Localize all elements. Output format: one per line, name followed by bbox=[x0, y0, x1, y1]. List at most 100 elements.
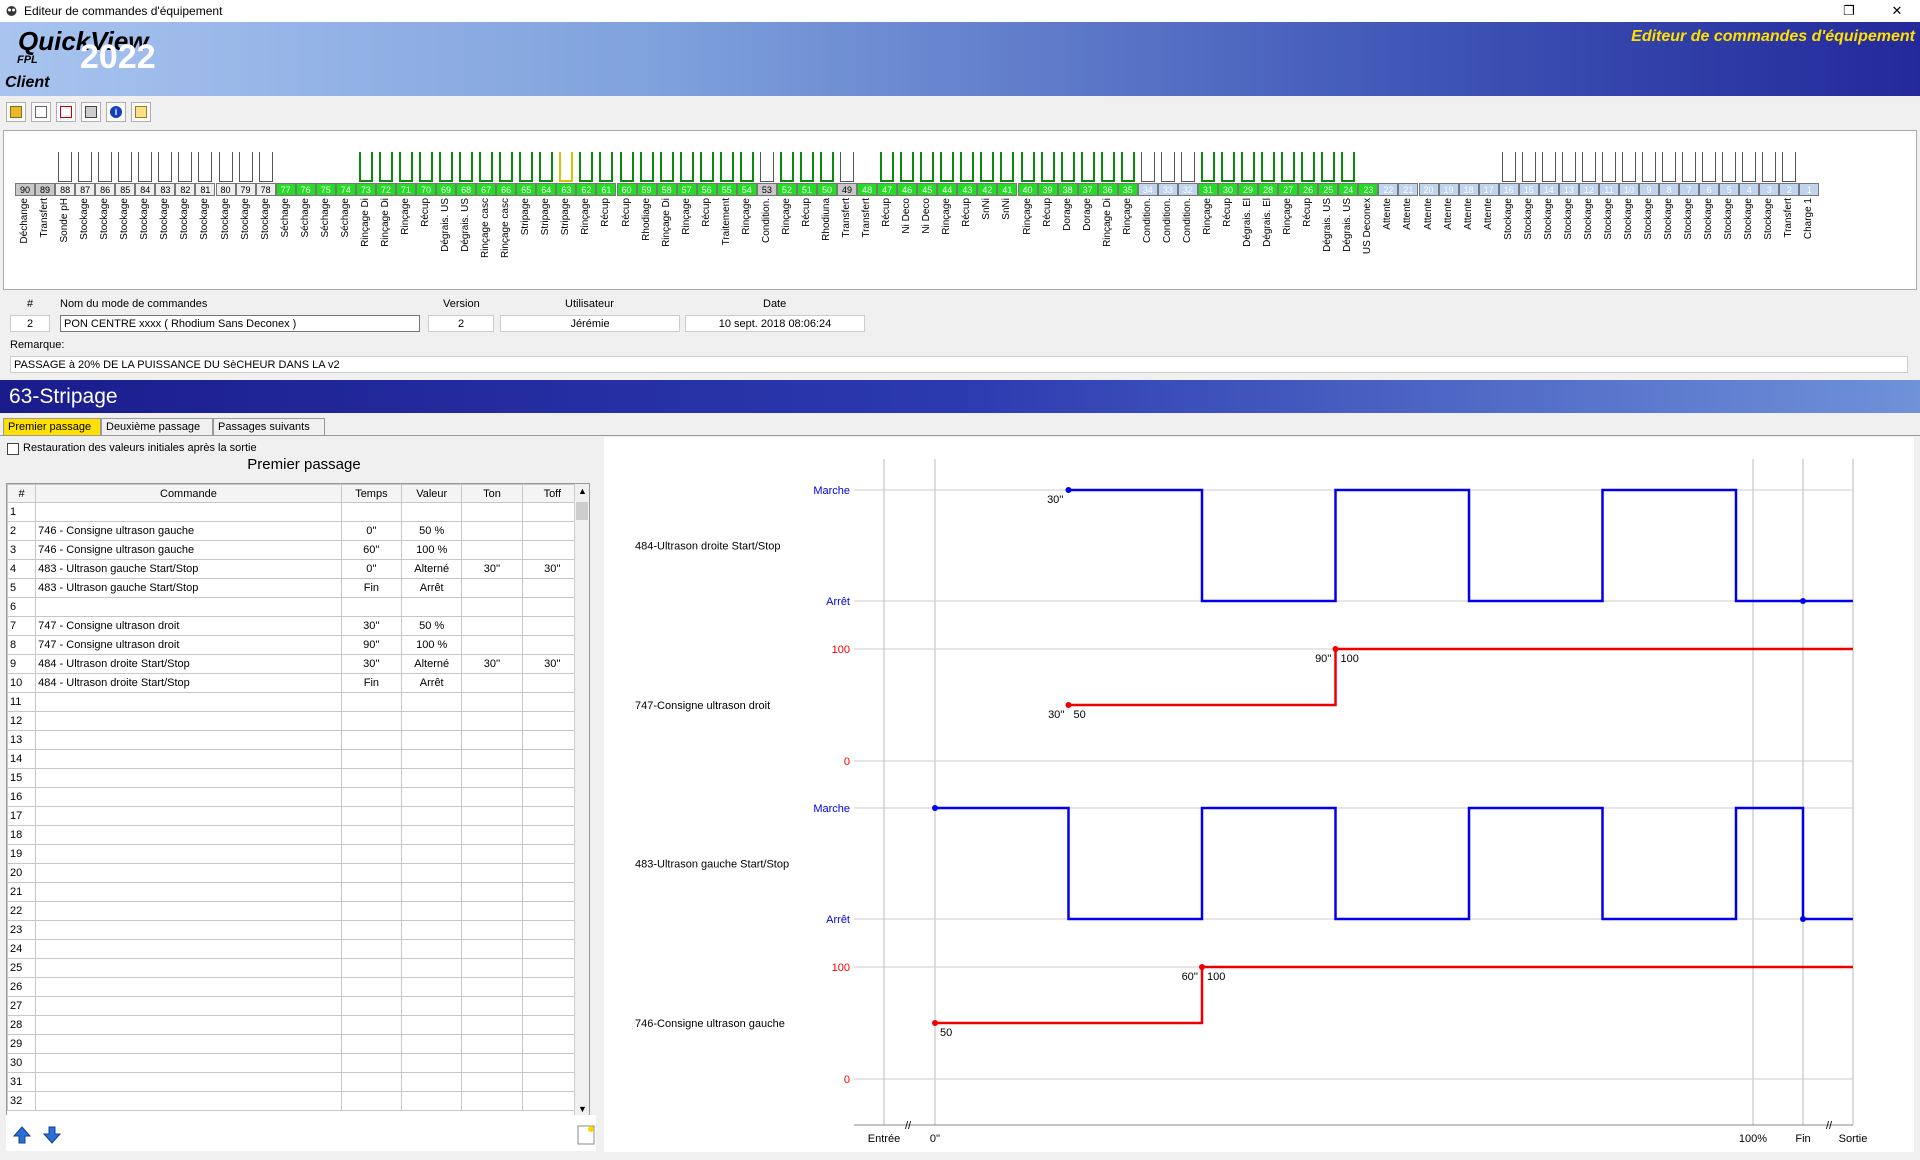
table-row[interactable]: 7 747 - Consigne ultrason droit 30'' 50 % bbox=[7, 616, 584, 636]
tank-68[interactable]: 68 Dégrais. US bbox=[456, 131, 477, 289]
table-cell[interactable]: 30'' bbox=[461, 654, 523, 674]
table-cell[interactable] bbox=[340, 825, 403, 845]
table-cell[interactable]: 100 % bbox=[401, 540, 463, 560]
table-cell[interactable] bbox=[461, 844, 523, 864]
table-cell[interactable]: 100 % bbox=[401, 635, 463, 655]
table-cell[interactable] bbox=[401, 1015, 463, 1035]
table-cell[interactable] bbox=[340, 1053, 403, 1073]
tank-81[interactable]: 81 Stockage bbox=[195, 131, 216, 289]
table-cell[interactable]: 30'' bbox=[340, 616, 403, 636]
tank-4[interactable]: 4 Stockage bbox=[1739, 131, 1760, 289]
table-cell[interactable]: 1 bbox=[7, 502, 37, 522]
table-row[interactable]: 8 747 - Consigne ultrason droit 90'' 100 % bbox=[7, 635, 584, 655]
table-cell[interactable] bbox=[340, 939, 403, 959]
scroll-thumb[interactable] bbox=[576, 502, 588, 520]
table-cell[interactable] bbox=[401, 502, 463, 522]
remark-input[interactable]: PASSAGE à 20% DE LA PUISSANCE DU SèCHEUR… bbox=[10, 356, 1908, 373]
tank-67[interactable]: 67 Rinçage casc bbox=[476, 131, 497, 289]
tank-71[interactable]: 71 Rinçage bbox=[395, 131, 416, 289]
table-row[interactable]: 30 bbox=[7, 1053, 584, 1073]
tank-60[interactable]: 60 Récup bbox=[616, 131, 637, 289]
table-cell[interactable] bbox=[461, 1072, 523, 1092]
table-cell[interactable] bbox=[401, 711, 463, 731]
table-cell[interactable]: 9 bbox=[7, 654, 37, 674]
table-row[interactable]: 12 bbox=[7, 711, 584, 731]
table-row[interactable]: 13 bbox=[7, 730, 584, 750]
table-cell[interactable] bbox=[401, 806, 463, 826]
table-cell[interactable] bbox=[401, 749, 463, 769]
table-cell[interactable] bbox=[35, 768, 342, 788]
restore-checkbox[interactable] bbox=[7, 443, 19, 455]
table-cell[interactable]: 13 bbox=[7, 730, 37, 750]
table-cell[interactable] bbox=[35, 825, 342, 845]
table-cell[interactable] bbox=[401, 920, 463, 940]
table-cell[interactable] bbox=[401, 787, 463, 807]
table-cell[interactable] bbox=[35, 1053, 342, 1073]
table-cell[interactable] bbox=[461, 730, 523, 750]
table-row[interactable]: 6 bbox=[7, 597, 584, 617]
table-cell[interactable]: 5 bbox=[7, 578, 37, 598]
table-cell[interactable] bbox=[340, 597, 403, 617]
table-cell[interactable]: Arrêt bbox=[401, 578, 463, 598]
tank-38[interactable]: 38 Dorage bbox=[1057, 131, 1078, 289]
table-cell[interactable] bbox=[401, 768, 463, 788]
table-cell[interactable] bbox=[340, 502, 403, 522]
new-button[interactable] bbox=[31, 102, 51, 122]
table-cell[interactable] bbox=[35, 844, 342, 864]
tank-20[interactable]: 20 Attente bbox=[1418, 131, 1439, 289]
table-cell[interactable] bbox=[401, 1072, 463, 1092]
table-cell[interactable]: Alterné bbox=[401, 559, 463, 579]
tank-33[interactable]: 33 Condition. bbox=[1157, 131, 1178, 289]
table-cell[interactable] bbox=[461, 749, 523, 769]
tank-11[interactable]: 11 Stockage bbox=[1598, 131, 1619, 289]
table-cell[interactable] bbox=[340, 977, 403, 997]
table-cell[interactable] bbox=[461, 920, 523, 940]
table-cell[interactable] bbox=[401, 692, 463, 712]
table-cell[interactable] bbox=[340, 863, 403, 883]
properties-button[interactable] bbox=[131, 102, 151, 122]
tank-35[interactable]: 35 Rinçage bbox=[1117, 131, 1138, 289]
column-header[interactable]: Temps bbox=[340, 484, 403, 503]
tank-19[interactable]: 19 Attente bbox=[1438, 131, 1459, 289]
table-cell[interactable]: 22 bbox=[7, 901, 37, 921]
tank-28[interactable]: 28 Dégrais. El bbox=[1258, 131, 1279, 289]
table-row[interactable]: 15 bbox=[7, 768, 584, 788]
tank-46[interactable]: 46 Ni Deco bbox=[897, 131, 918, 289]
tank-78[interactable]: 78 Stockage bbox=[255, 131, 276, 289]
table-cell[interactable] bbox=[401, 1034, 463, 1054]
table-row[interactable]: 23 bbox=[7, 920, 584, 940]
table-cell[interactable]: 16 bbox=[7, 787, 37, 807]
tank-72[interactable]: 72 Rinçage Di bbox=[375, 131, 396, 289]
tank-59[interactable]: 59 Rhodiage bbox=[636, 131, 657, 289]
tank-9[interactable]: 9 Stockage bbox=[1639, 131, 1660, 289]
close-button[interactable]: ✕ bbox=[1874, 0, 1920, 22]
table-cell[interactable] bbox=[340, 711, 403, 731]
table-cell[interactable] bbox=[461, 863, 523, 883]
table-cell[interactable] bbox=[401, 939, 463, 959]
column-header[interactable]: # bbox=[7, 484, 37, 503]
table-cell[interactable] bbox=[35, 920, 342, 940]
table-cell[interactable] bbox=[35, 502, 342, 522]
tank-5[interactable]: 5 Stockage bbox=[1719, 131, 1740, 289]
tank-18[interactable]: 18 Attente bbox=[1458, 131, 1479, 289]
table-cell[interactable] bbox=[340, 958, 403, 978]
table-cell[interactable]: 50 % bbox=[401, 616, 463, 636]
table-cell[interactable]: 483 - Ultrason gauche Start/Stop bbox=[35, 559, 342, 579]
tank-41[interactable]: 41 SnNi bbox=[997, 131, 1018, 289]
table-cell[interactable] bbox=[35, 863, 342, 883]
tank-25[interactable]: 25 Dégrais. US bbox=[1318, 131, 1339, 289]
table-cell[interactable]: 483 - Ultrason gauche Start/Stop bbox=[35, 578, 342, 598]
table-cell[interactable] bbox=[35, 692, 342, 712]
table-cell[interactable] bbox=[461, 540, 523, 560]
tank-55[interactable]: 55 Traitement bbox=[716, 131, 737, 289]
table-cell[interactable]: 484 - Ultrason droite Start/Stop bbox=[35, 654, 342, 674]
table-cell[interactable] bbox=[461, 806, 523, 826]
table-row[interactable]: 1 bbox=[7, 502, 584, 522]
table-cell[interactable]: 29 bbox=[7, 1034, 37, 1054]
table-cell[interactable]: 6 bbox=[7, 597, 37, 617]
tank-37[interactable]: 37 Dorage bbox=[1077, 131, 1098, 289]
tank-34[interactable]: 34 Condition. bbox=[1137, 131, 1158, 289]
table-cell[interactable]: 746 - Consigne ultrason gauche bbox=[35, 521, 342, 541]
table-row[interactable]: 26 bbox=[7, 977, 584, 997]
tank-15[interactable]: 15 Stockage bbox=[1518, 131, 1539, 289]
